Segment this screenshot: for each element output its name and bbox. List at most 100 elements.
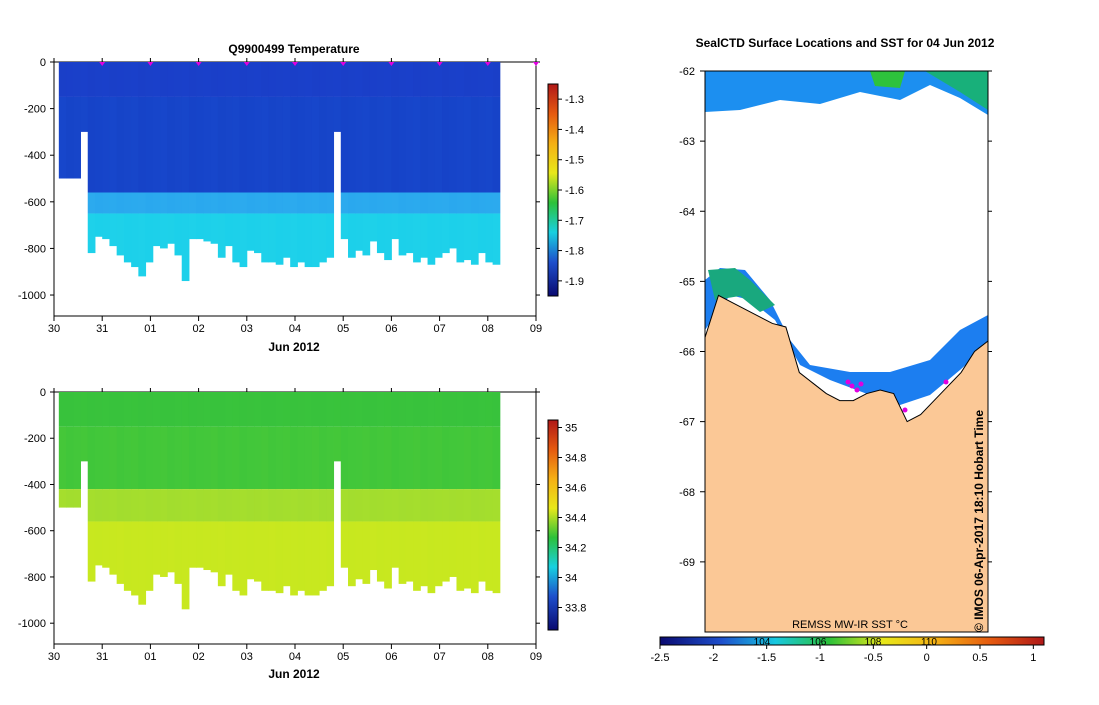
profile-cell: [297, 489, 306, 522]
profile-cell: [304, 521, 313, 596]
profile-cell: [398, 521, 407, 584]
x-tick-label: 09: [530, 651, 542, 663]
profile-cell: [87, 213, 96, 254]
profile-cell: [138, 426, 147, 490]
profile-cell: [369, 426, 378, 490]
profile-cell: [369, 521, 378, 571]
profile-cell: [485, 426, 494, 490]
profile-cell: [80, 392, 89, 427]
profile-cell: [160, 489, 168, 522]
sst-colorbar-tick-label: -1: [815, 652, 825, 664]
sst-colorbar-tick-label: -2.5: [651, 652, 670, 664]
profile-cell: [203, 213, 212, 242]
profile-cell: [123, 213, 132, 263]
colorbar-tick-label: -1.8: [565, 246, 584, 258]
profile-cell: [152, 213, 161, 247]
profile-cell: [210, 489, 219, 522]
profile-cell: [485, 489, 494, 522]
profile-cell: [87, 489, 96, 522]
profile-cell: [391, 62, 400, 97]
profile-cell: [123, 62, 132, 97]
profile-cell: [290, 489, 298, 522]
profile-cell: [210, 521, 219, 573]
profile-cell: [485, 521, 494, 591]
seal-location-marker: [943, 379, 949, 385]
profile-cell: [94, 192, 103, 214]
profile-cell: [181, 426, 190, 490]
profile-cell: [355, 392, 363, 427]
lon-tick-label: 106: [810, 637, 827, 648]
profile-cell: [160, 96, 168, 193]
profile-cell: [210, 426, 219, 490]
profile-cell: [109, 213, 118, 247]
profile-cell: [246, 521, 255, 580]
profile-cell: [340, 392, 349, 427]
profile-cell: [304, 62, 313, 97]
profile-cell: [420, 392, 429, 427]
sst-ocean-north: [705, 71, 988, 115]
profile-cell: [109, 96, 118, 193]
profile-cell: [434, 426, 443, 490]
profile-cell: [478, 521, 486, 582]
profile-cell: [217, 213, 226, 258]
sst-colorbar-tick-label: -1.5: [757, 652, 776, 664]
profile-cell: [405, 213, 414, 254]
sst-colorbar-tick-label: -2: [708, 652, 718, 664]
x-tick-label: 02: [192, 651, 204, 663]
profile-cell: [196, 489, 204, 522]
profile-cell: [167, 96, 175, 193]
profile-cell: [420, 62, 429, 97]
profile-cell: [261, 489, 269, 522]
profile-marker: [484, 62, 491, 66]
profile-cell: [261, 426, 269, 490]
profile-cell: [485, 96, 494, 193]
profile-cell: [268, 213, 277, 263]
profile-cell: [355, 62, 363, 97]
seal-location-marker: [902, 407, 908, 413]
profile-cell: [188, 192, 197, 214]
profile-cell: [138, 521, 147, 605]
colorbar: [547, 83, 559, 297]
profile-cell: [449, 192, 457, 214]
profile-cell: [94, 62, 103, 97]
profile-cell: [167, 392, 175, 427]
y-tick-label: -200: [24, 433, 46, 445]
profile-cell: [87, 392, 96, 427]
profile-cell: [463, 192, 472, 214]
lat-tick-label: -69: [679, 557, 695, 569]
profile-cell: [210, 213, 219, 244]
profile-cell: [174, 96, 183, 193]
profile-cell: [225, 192, 233, 214]
sst-green-patch: [870, 71, 905, 88]
profile-cell: [326, 192, 335, 214]
profile-cell: [188, 489, 197, 522]
temperature-panel: 0 -200 -400 -600 -800 -1000 30 31 01 02 03 04 05 06 07…: [18, 57, 584, 335]
profile-cell: [80, 62, 89, 97]
x-tick-label: 04: [289, 651, 301, 663]
profile-cell: [470, 192, 479, 214]
profile-cell: [203, 96, 212, 193]
profile-columns: [58, 62, 501, 282]
profile-cell: [420, 192, 429, 214]
profile-cell: [405, 62, 414, 97]
profile-cell: [304, 426, 313, 490]
x-tick-label: 09: [530, 323, 542, 335]
profile-cell: [239, 213, 248, 268]
profile-cell: [116, 426, 125, 490]
profile-cell: [304, 489, 313, 522]
profile-cell: [145, 521, 154, 591]
profile-cell: [239, 62, 248, 97]
lon-tick-label: 108: [865, 637, 882, 648]
profile-cell: [116, 62, 125, 97]
profile-cell: [225, 521, 233, 575]
profile-cell: [196, 392, 204, 427]
profile-cell: [434, 192, 443, 214]
x-tick-label: 31: [96, 651, 108, 663]
profile-cell: [152, 96, 161, 193]
profile-cell: [405, 426, 414, 490]
profile-cell: [232, 213, 241, 263]
colorbar: [547, 419, 559, 631]
y-tick-label: -1000: [18, 618, 46, 630]
profile-cell: [275, 521, 284, 594]
profile-cell: [131, 96, 139, 193]
